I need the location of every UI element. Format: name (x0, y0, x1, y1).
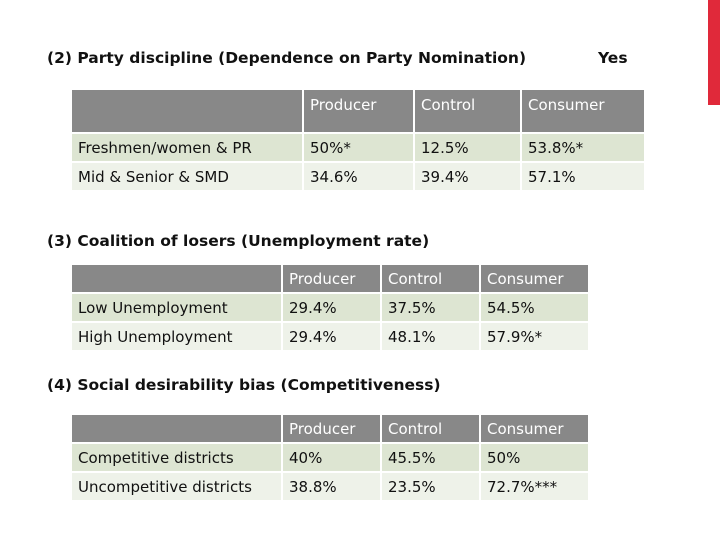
header-cell-producer: Producer (283, 415, 380, 442)
header-cell-control: Control (382, 415, 479, 442)
table-row: Freshmen/women & PR 50%* 12.5% 53.8%* (72, 134, 644, 161)
cell-producer: 29.4% (283, 323, 380, 350)
cell-control: 37.5% (382, 294, 479, 321)
header-cell-control: Control (382, 265, 479, 292)
row-label: Freshmen/women & PR (72, 134, 302, 161)
section-heading-social-desirability: (4) Social desirability bias (Competitiv… (47, 376, 441, 394)
cell-producer: 40% (283, 444, 380, 471)
header-cell-consumer: Consumer (481, 415, 588, 442)
header-cell-blank (72, 265, 281, 292)
table-header-row: Producer Control Consumer (72, 265, 588, 292)
table-row: Low Unemployment 29.4% 37.5% 54.5% (72, 294, 588, 321)
cell-consumer: 53.8%* (522, 134, 644, 161)
row-label: Uncompetitive districts (72, 473, 281, 500)
table-row: Competitive districts 40% 45.5% 50% (72, 444, 588, 471)
header-cell-blank (72, 415, 281, 442)
header-cell-producer: Producer (283, 265, 380, 292)
cell-control: 48.1% (382, 323, 479, 350)
header-cell-blank (72, 90, 302, 132)
cell-producer: 50%* (304, 134, 413, 161)
cell-consumer: 57.1% (522, 163, 644, 190)
cell-control: 12.5% (415, 134, 520, 161)
table-party-discipline: Producer Control Consumer Freshmen/women… (70, 88, 646, 192)
section-heading-party-discipline: (2) Party discipline (Dependence on Part… (47, 49, 527, 67)
cell-consumer: 50% (481, 444, 588, 471)
header-cell-consumer: Consumer (481, 265, 588, 292)
header-cell-control: Control (415, 90, 520, 132)
table-social-desirability: Producer Control Consumer Competitive di… (70, 413, 590, 502)
cell-consumer: 54.5% (481, 294, 588, 321)
cell-control: 45.5% (382, 444, 479, 471)
row-label: Competitive districts (72, 444, 281, 471)
accent-bar (708, 0, 720, 105)
row-label: Mid & Senior & SMD (72, 163, 302, 190)
cell-producer: 29.4% (283, 294, 380, 321)
header-cell-consumer: Consumer (522, 90, 644, 132)
table-row: Mid & Senior & SMD 34.6% 39.4% 57.1% (72, 163, 644, 190)
table-header-row: Producer Control Consumer (72, 90, 644, 132)
table-header-row: Producer Control Consumer (72, 415, 588, 442)
cell-producer: 38.8% (283, 473, 380, 500)
cell-producer: 34.6% (304, 163, 413, 190)
table-row: Uncompetitive districts 38.8% 23.5% 72.7… (72, 473, 588, 500)
cell-control: 39.4% (415, 163, 520, 190)
table-row: High Unemployment 29.4% 48.1% 57.9%* (72, 323, 588, 350)
cell-consumer: 72.7%*** (481, 473, 588, 500)
section-heading-suffix: Yes (598, 49, 628, 67)
table-coalition-of-losers: Producer Control Consumer Low Unemployme… (70, 263, 590, 352)
header-cell-producer: Producer (304, 90, 413, 132)
section-heading-coalition-of-losers: (3) Coalition of losers (Unemployment ra… (47, 232, 430, 250)
row-label: High Unemployment (72, 323, 281, 350)
cell-consumer: 57.9%* (481, 323, 588, 350)
row-label: Low Unemployment (72, 294, 281, 321)
cell-control: 23.5% (382, 473, 479, 500)
